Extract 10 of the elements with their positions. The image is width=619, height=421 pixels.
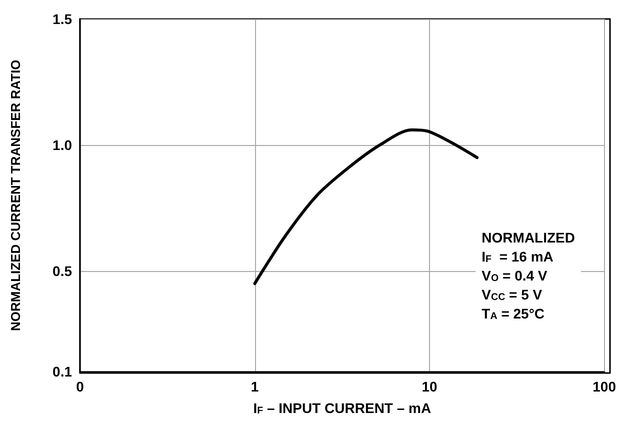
y-tick-label: 0.1 (52, 364, 72, 380)
y-tick-label: 1.0 (52, 136, 72, 153)
annotation: NORMALIZED (482, 230, 576, 246)
x-tick-label: 0 (76, 378, 84, 395)
x-tick-label: 10 (422, 378, 438, 395)
x-tick-label: 1 (250, 378, 259, 395)
x-tick-label: 100 (592, 378, 616, 395)
y-tick-label: 0.5 (52, 262, 72, 279)
y-tick-label: 1.5 (52, 11, 72, 27)
y-axis-title: NORMALIZED CURRENT TRANSFER RATIO (8, 60, 23, 332)
